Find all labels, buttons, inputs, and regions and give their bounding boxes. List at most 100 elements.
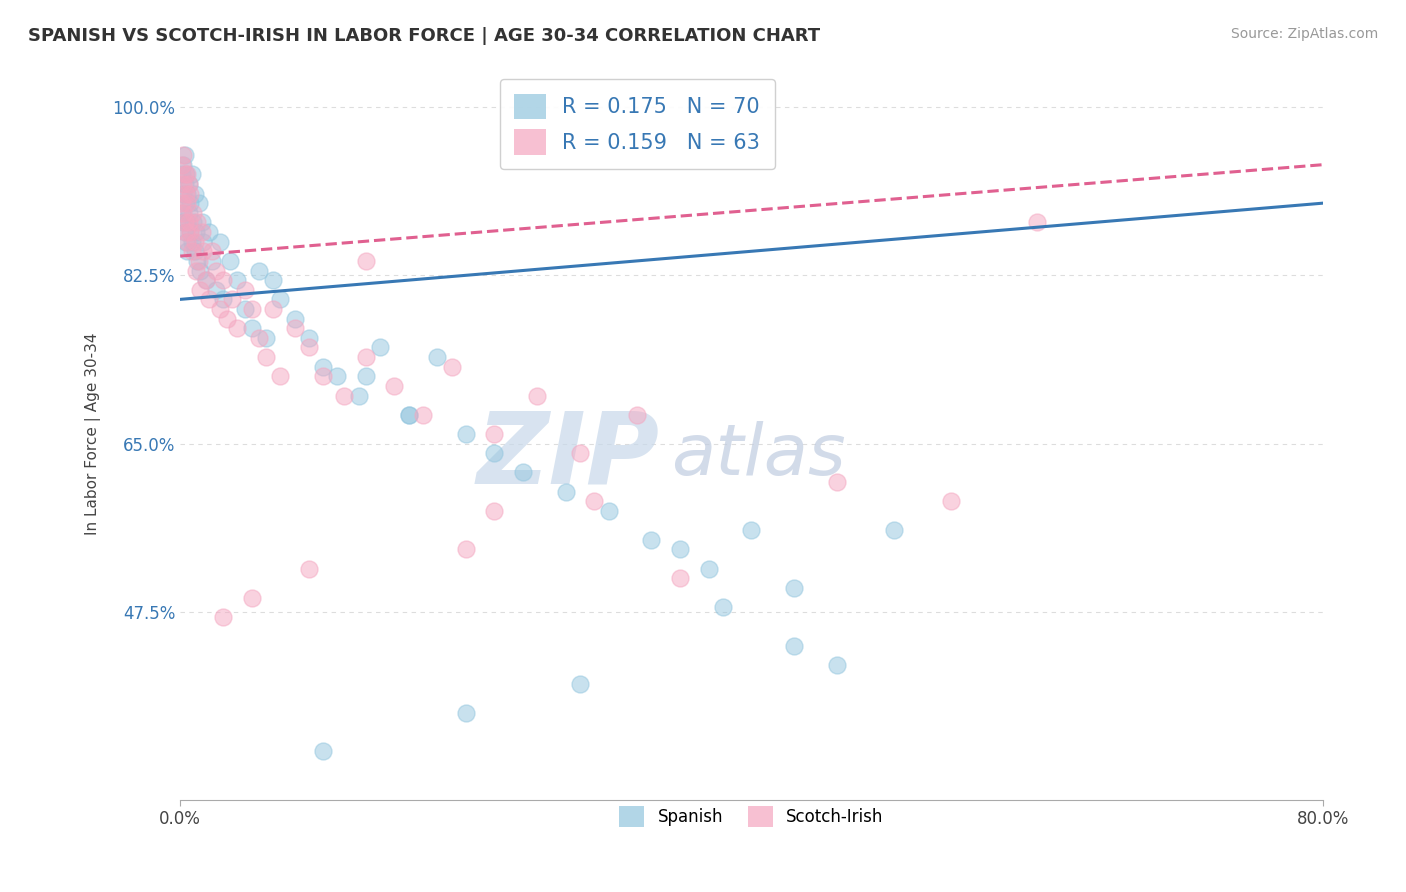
Point xyxy=(354,369,377,384)
Point xyxy=(240,321,263,335)
Point xyxy=(212,293,235,307)
Point xyxy=(398,408,420,422)
Point xyxy=(209,301,232,316)
Point xyxy=(180,244,202,259)
Point xyxy=(172,215,194,229)
Point xyxy=(526,388,548,402)
Point xyxy=(262,301,284,316)
Point xyxy=(554,484,576,499)
Point xyxy=(194,273,217,287)
Point xyxy=(233,283,256,297)
Point xyxy=(226,321,249,335)
Point xyxy=(783,639,806,653)
Point xyxy=(174,167,197,181)
Point xyxy=(212,273,235,287)
Point xyxy=(454,542,477,557)
Point xyxy=(569,446,592,460)
Point xyxy=(176,196,198,211)
Point xyxy=(484,446,506,460)
Point xyxy=(173,167,195,181)
Point xyxy=(269,369,291,384)
Point xyxy=(187,196,209,211)
Point xyxy=(1026,215,1049,229)
Point xyxy=(190,215,212,229)
Text: SPANISH VS SCOTCH-IRISH IN LABOR FORCE | AGE 30-34 CORRELATION CHART: SPANISH VS SCOTCH-IRISH IN LABOR FORCE |… xyxy=(28,27,820,45)
Point xyxy=(312,369,335,384)
Point xyxy=(201,244,224,259)
Legend: Spanish, Scotch-Irish: Spanish, Scotch-Irish xyxy=(610,798,891,835)
Point xyxy=(186,215,208,229)
Point xyxy=(172,158,194,172)
Point xyxy=(176,167,198,181)
Point xyxy=(191,244,214,259)
Point xyxy=(221,293,243,307)
Point xyxy=(172,206,194,220)
Point xyxy=(298,341,321,355)
Point xyxy=(173,148,195,162)
Point xyxy=(190,225,212,239)
Point xyxy=(173,177,195,191)
Point xyxy=(825,657,848,672)
Point xyxy=(298,331,321,345)
Y-axis label: In Labor Force | Age 30-34: In Labor Force | Age 30-34 xyxy=(86,333,101,535)
Point xyxy=(333,388,356,402)
Point xyxy=(384,379,406,393)
Point xyxy=(262,273,284,287)
Point xyxy=(583,494,606,508)
Point xyxy=(179,186,201,201)
Point xyxy=(194,273,217,287)
Point xyxy=(669,571,692,585)
Point xyxy=(174,235,197,249)
Point xyxy=(283,311,305,326)
Point xyxy=(368,341,391,355)
Point xyxy=(740,523,762,537)
Point xyxy=(179,225,201,239)
Point xyxy=(180,167,202,181)
Point xyxy=(181,215,204,229)
Point xyxy=(626,408,648,422)
Text: Source: ZipAtlas.com: Source: ZipAtlas.com xyxy=(1230,27,1378,41)
Point xyxy=(217,311,239,326)
Point xyxy=(347,388,370,402)
Point xyxy=(191,235,214,249)
Point xyxy=(697,562,720,576)
Point xyxy=(283,321,305,335)
Point xyxy=(209,235,232,249)
Point xyxy=(247,263,270,277)
Point xyxy=(174,196,197,211)
Point xyxy=(174,186,197,201)
Point xyxy=(941,494,963,508)
Point xyxy=(640,533,662,547)
Point xyxy=(233,301,256,316)
Point xyxy=(176,186,198,201)
Point xyxy=(188,263,211,277)
Text: ZIP: ZIP xyxy=(477,408,659,505)
Point xyxy=(180,235,202,249)
Point xyxy=(177,206,200,220)
Point xyxy=(512,466,534,480)
Point xyxy=(484,504,506,518)
Point xyxy=(825,475,848,489)
Point xyxy=(269,293,291,307)
Point xyxy=(170,167,193,181)
Point xyxy=(173,225,195,239)
Point xyxy=(176,215,198,229)
Point xyxy=(170,196,193,211)
Point xyxy=(186,253,208,268)
Point xyxy=(183,244,205,259)
Point xyxy=(426,350,449,364)
Point xyxy=(174,225,197,239)
Point xyxy=(326,369,349,384)
Point xyxy=(177,177,200,191)
Point xyxy=(170,206,193,220)
Point xyxy=(669,542,692,557)
Point xyxy=(198,293,221,307)
Point xyxy=(254,331,277,345)
Point xyxy=(177,177,200,191)
Point xyxy=(173,215,195,229)
Point xyxy=(177,215,200,229)
Point xyxy=(184,263,207,277)
Point xyxy=(187,253,209,268)
Point xyxy=(179,196,201,211)
Point xyxy=(201,253,224,268)
